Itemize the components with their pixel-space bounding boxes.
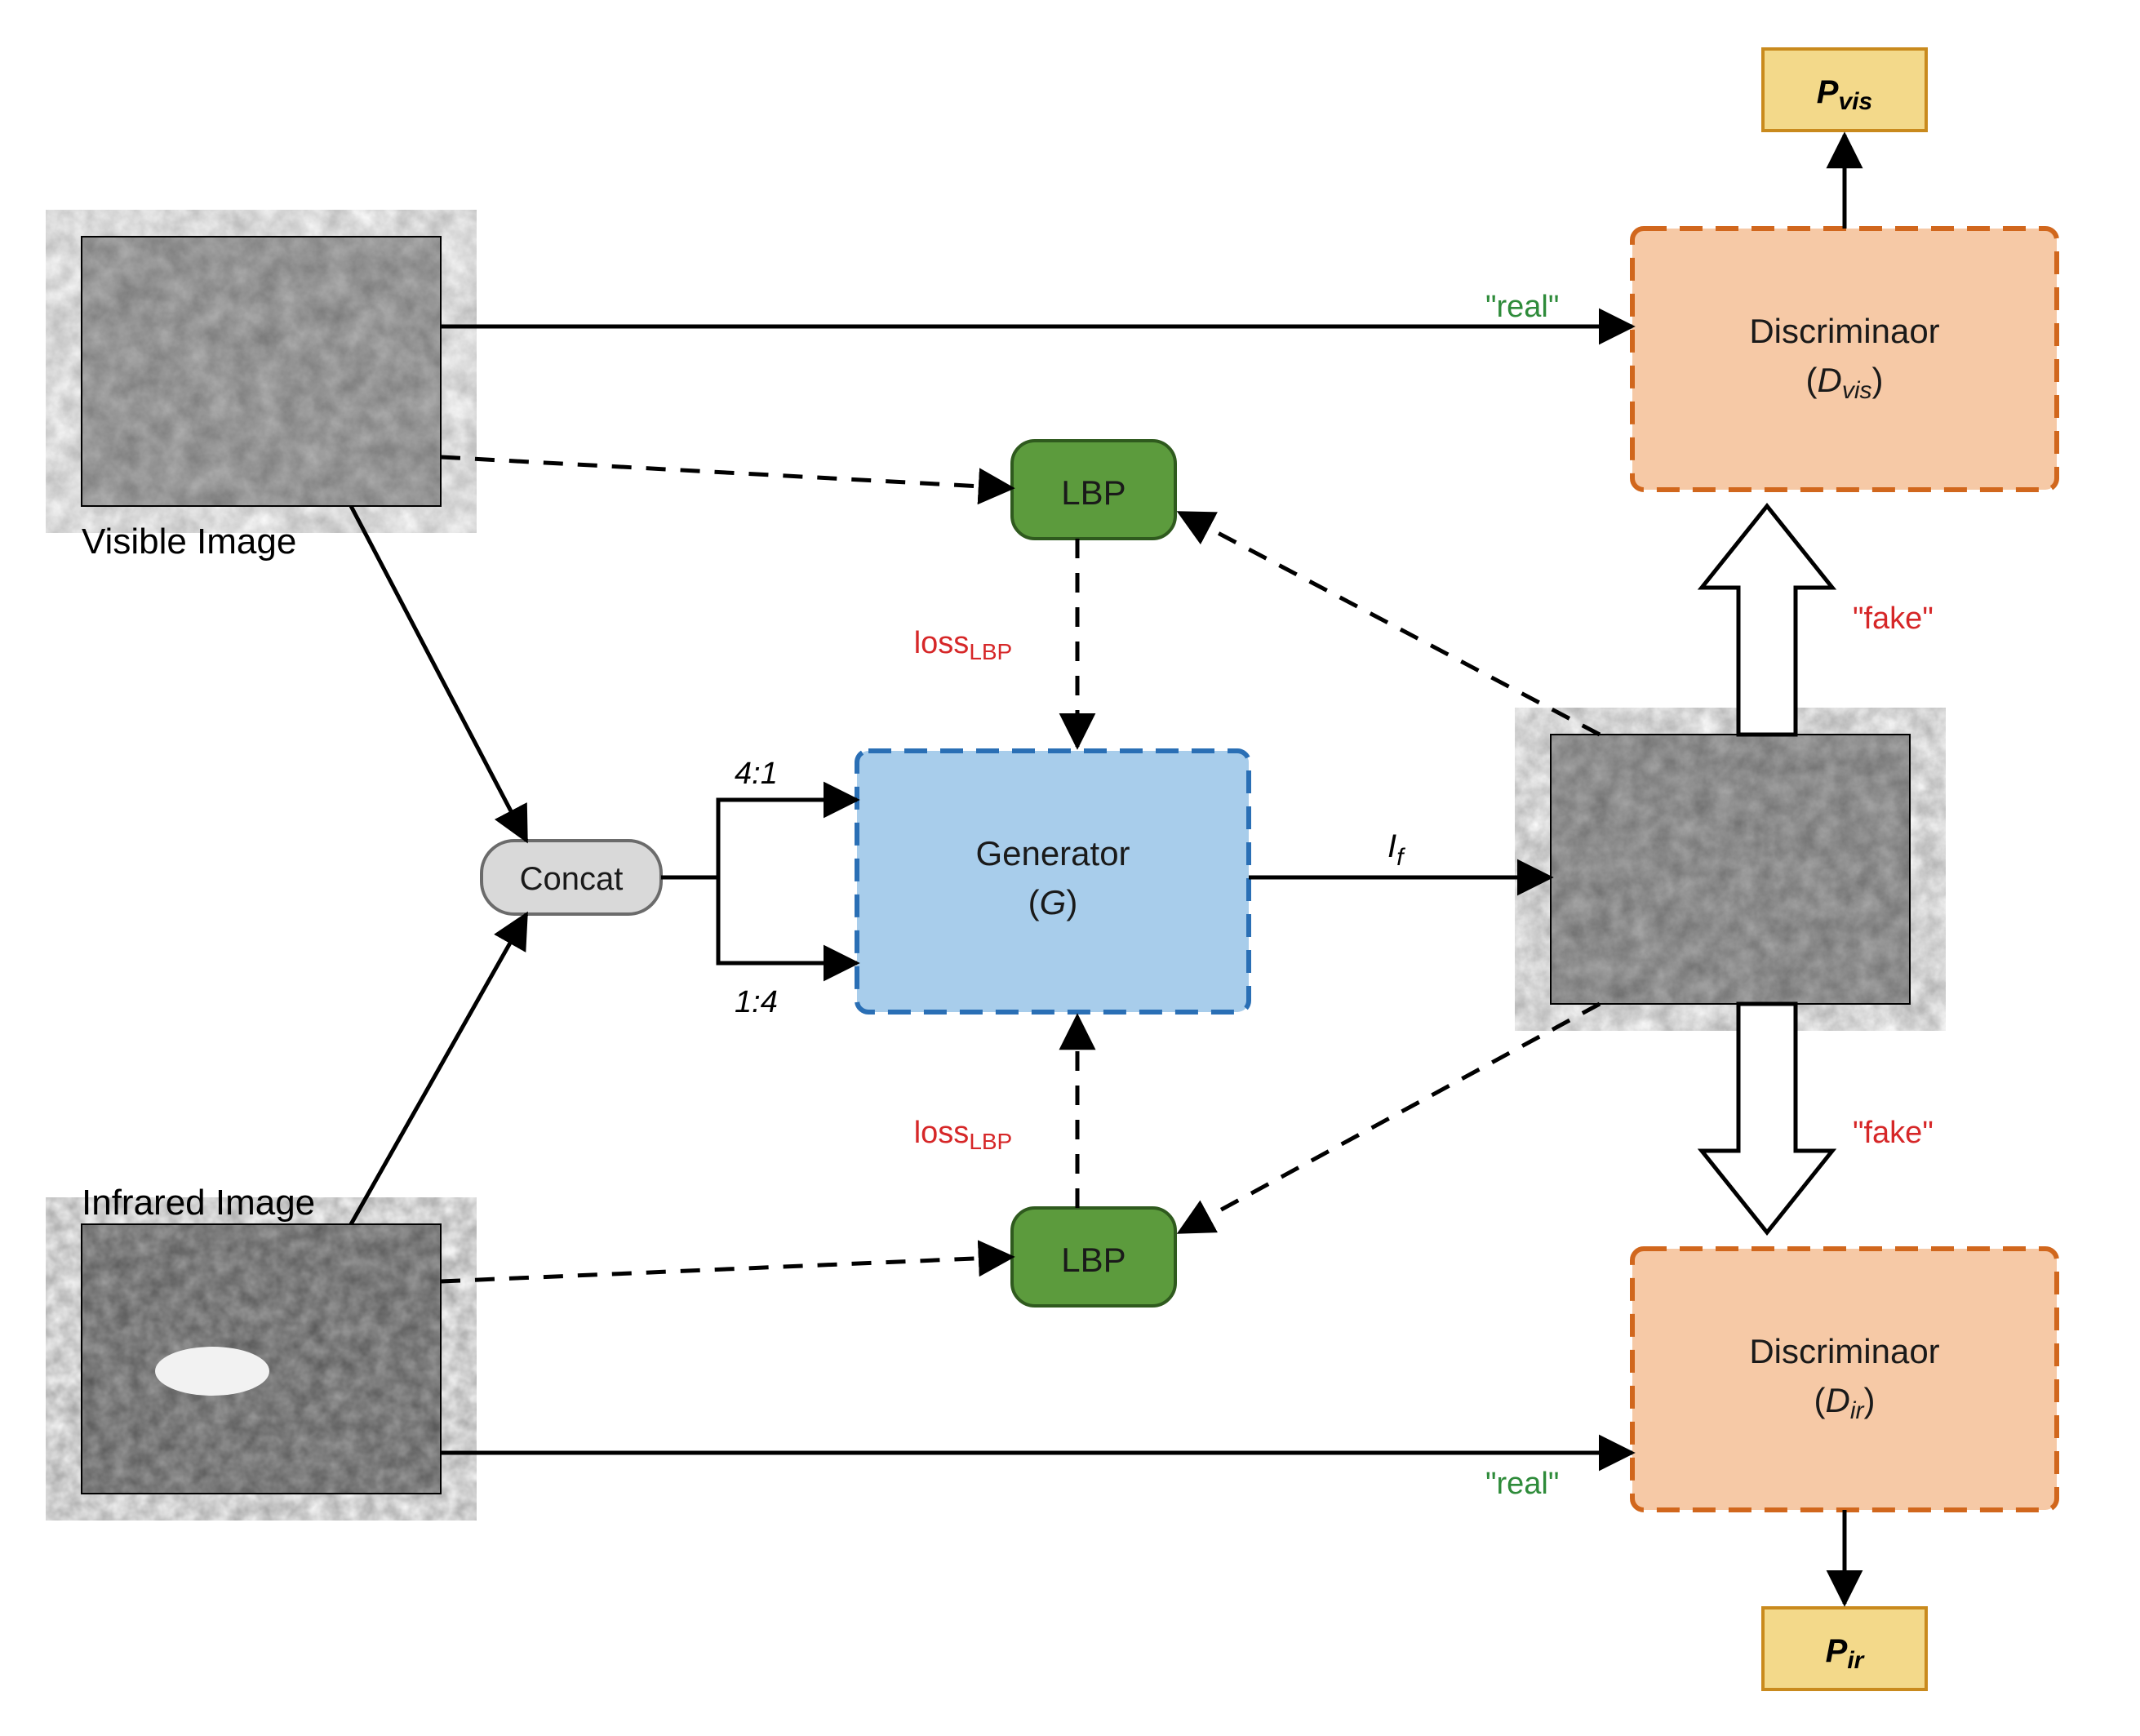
fake-top-label: "fake" (1853, 602, 1934, 636)
disc-vis-label1: Discriminaor (1749, 312, 1939, 350)
discriminator-vis-node: Discriminaor (Dvis) (1632, 229, 2057, 490)
edge-ir-to-lbp (441, 1257, 1012, 1281)
edge-branch-top (718, 800, 857, 877)
p-ir-node: Pir (1763, 1608, 1926, 1689)
loss-lbp-bot-label: lossLBP (914, 1116, 1013, 1154)
infrared-image-label: Infrared Image (82, 1183, 315, 1223)
edge-fused-to-lbp-bot (1179, 1004, 1600, 1232)
real-top-label: "real" (1485, 290, 1559, 324)
visible-image: Visible Image (82, 237, 441, 562)
disc-ir-label1: Discriminaor (1749, 1332, 1939, 1370)
edge-branch-bot (718, 877, 857, 963)
discriminator-ir-node: Discriminaor (Dir) (1632, 1249, 2057, 1510)
edge-fused-to-lbp-top (1179, 513, 1600, 735)
disc-ir-label2: (Dir) (1814, 1381, 1876, 1424)
infrared-image: Infrared Image (82, 1183, 441, 1494)
p-vis-node: Pvis (1763, 49, 1926, 131)
edge-vis-to-concat (351, 506, 526, 841)
ratio-bot-label: 1:4 (735, 985, 778, 1019)
block-arrow-down (1702, 1004, 1832, 1232)
if-label: If (1387, 828, 1405, 871)
edge-ir-to-concat (351, 914, 526, 1224)
lbp-bot-node: LBP (1012, 1208, 1175, 1306)
visible-image-label: Visible Image (82, 522, 296, 562)
generator-label-line2: (G) (1028, 883, 1078, 921)
architecture-diagram: Visible Image Infrared Image Concat Gene… (0, 0, 2140, 1736)
generator-label-line1: Generator (975, 834, 1130, 872)
ratio-top-label: 4:1 (735, 757, 778, 791)
edge-vis-to-lbp (441, 457, 1012, 488)
lbp-top-node: LBP (1012, 441, 1175, 539)
fused-image (1551, 735, 1910, 1004)
concat-label: Concat (520, 861, 624, 897)
concat-node: Concat (482, 841, 661, 914)
generator-node: Generator (G) (857, 751, 1249, 1012)
lbp-bot-label: LBP (1061, 1241, 1125, 1279)
lbp-top-label: LBP (1061, 473, 1125, 512)
loss-lbp-top-label: lossLBP (914, 626, 1013, 664)
real-bot-label: "real" (1485, 1467, 1559, 1501)
block-arrow-up (1702, 506, 1832, 735)
fake-bot-label: "fake" (1853, 1116, 1934, 1150)
